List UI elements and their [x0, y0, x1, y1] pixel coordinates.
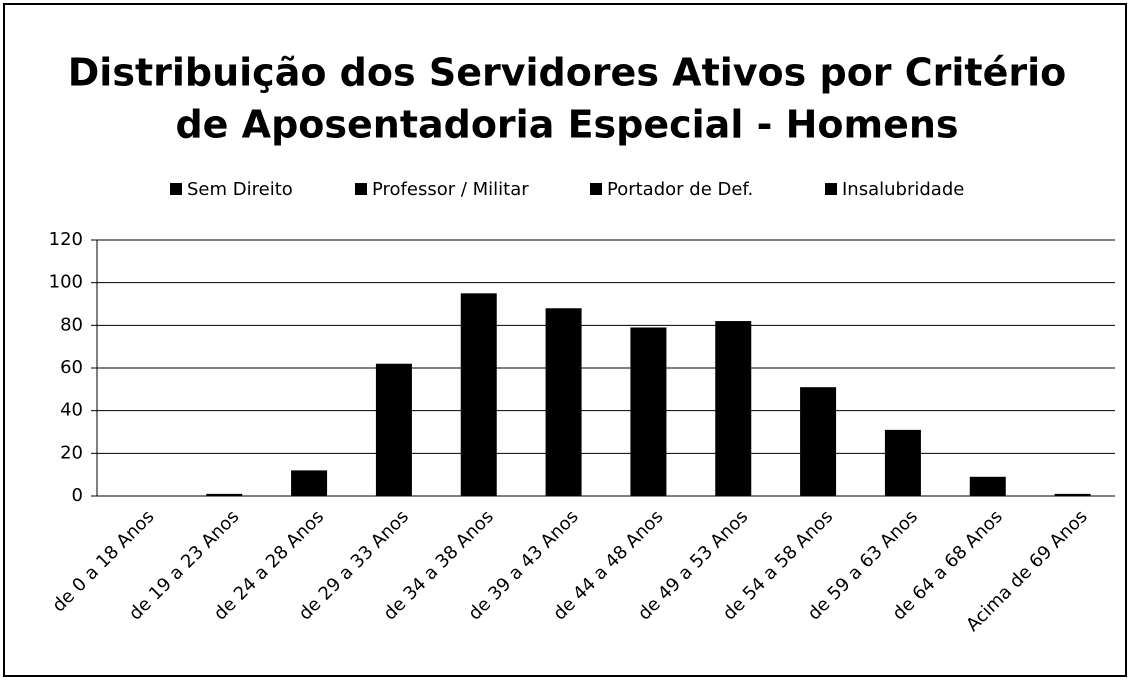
- bar: [630, 327, 667, 496]
- y-tick-label: 100: [49, 272, 83, 293]
- legend-swatch: [170, 183, 182, 195]
- bar: [800, 387, 837, 496]
- bar: [1054, 493, 1091, 496]
- chart-title: de Aposentadoria Especial - Homens: [175, 103, 958, 147]
- legend-swatch: [590, 183, 602, 195]
- legend-label: Portador de Def.: [607, 179, 753, 200]
- bar: [545, 308, 582, 496]
- y-tick-label: 0: [72, 485, 83, 506]
- legend-swatch: [825, 183, 837, 195]
- bar: [375, 363, 412, 496]
- legend-label: Sem Direito: [187, 179, 293, 200]
- chart-title: Distribuição dos Servidores Ativos por C…: [68, 51, 1066, 95]
- y-tick-label: 120: [49, 229, 83, 250]
- legend-label: Professor / Militar: [372, 179, 529, 200]
- bar: [884, 429, 921, 496]
- legend-label: Insalubridade: [842, 179, 964, 200]
- y-tick-label: 80: [60, 314, 83, 335]
- bar: [291, 470, 328, 496]
- legend-swatch: [355, 183, 367, 195]
- y-tick-label: 20: [60, 442, 83, 463]
- y-tick-label: 60: [60, 357, 83, 378]
- y-tick-label: 40: [60, 400, 83, 421]
- bar: [206, 493, 243, 496]
- bar: [460, 293, 497, 496]
- bar: [969, 476, 1006, 496]
- bar: [715, 321, 752, 496]
